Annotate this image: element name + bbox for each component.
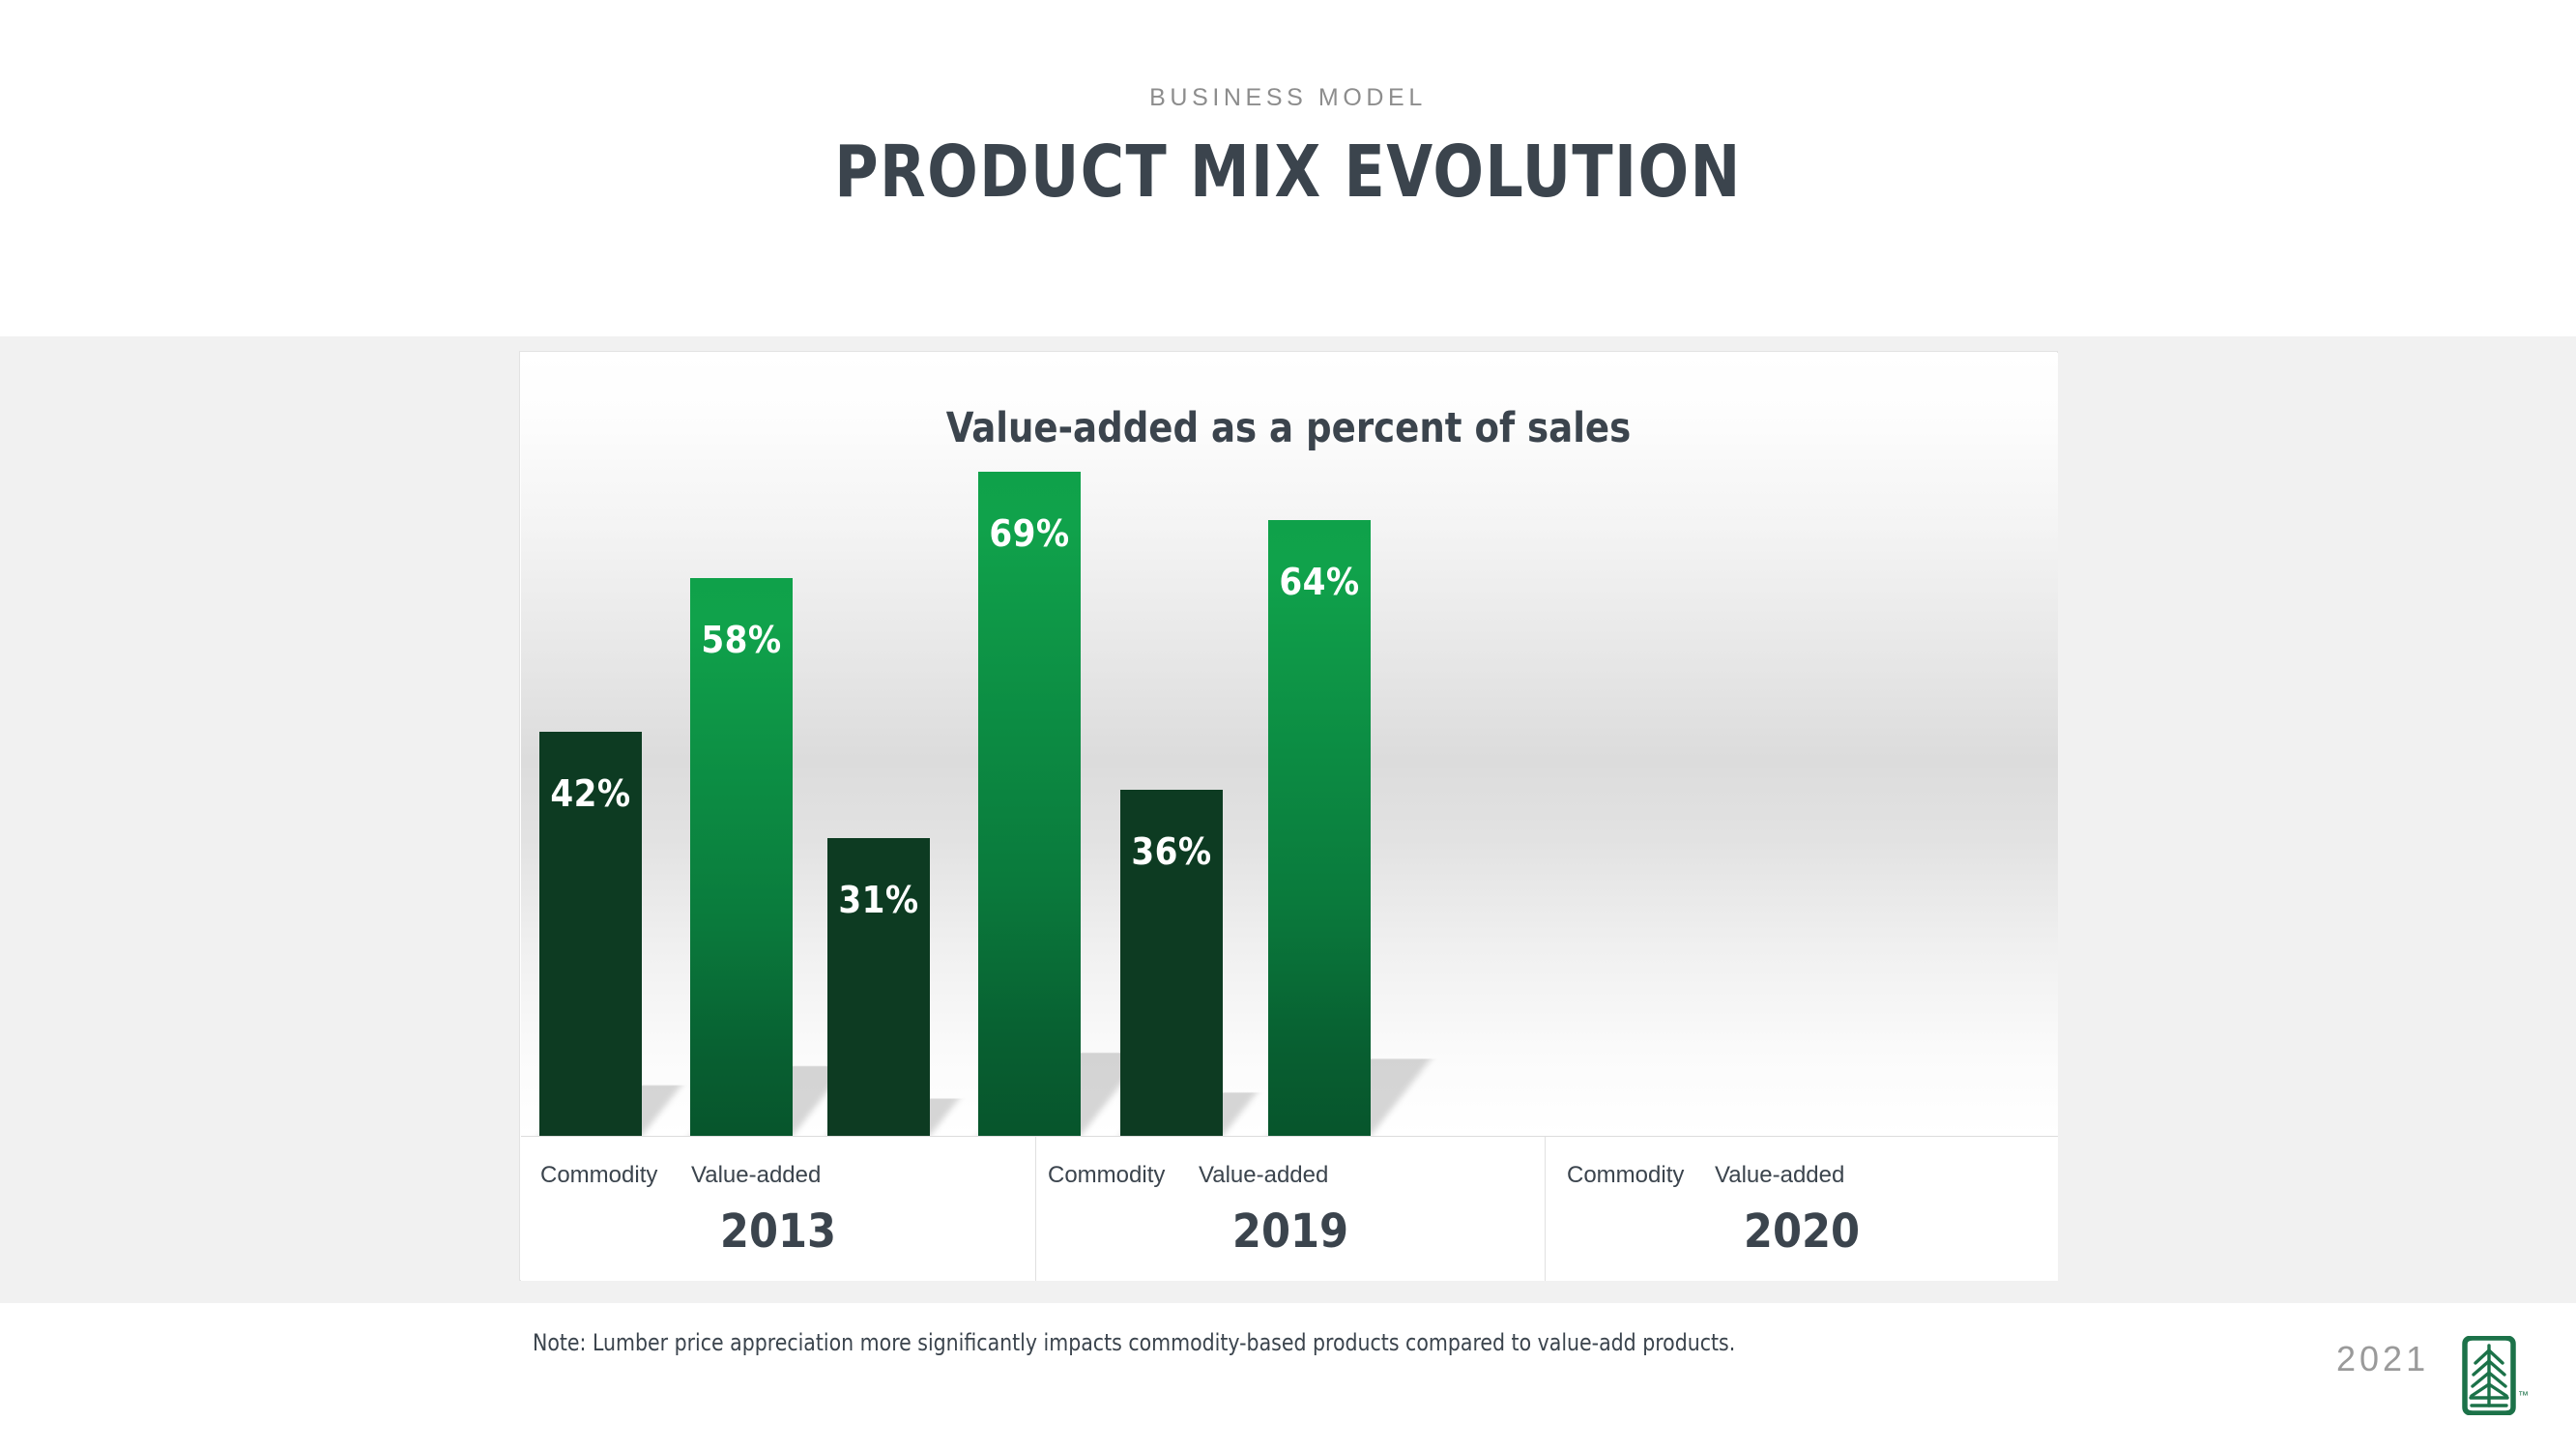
category-group-2020: Commodity Value-added 2020 bbox=[1545, 1137, 2058, 1281]
category-label-commodity: Commodity bbox=[1048, 1162, 1166, 1188]
category-group-2019: Commodity Value-added 2019 bbox=[1035, 1137, 1545, 1281]
bar-value-label: 64% bbox=[1279, 561, 1360, 603]
trademark-symbol: ™ bbox=[2518, 1390, 2529, 1402]
slide-header: BUSINESS MODEL PRODUCT MIX EVOLUTION bbox=[0, 0, 2576, 336]
category-axis-strip: Commodity Value-added 2013 Commodity Value-a… bbox=[521, 1137, 2058, 1281]
bar-2020-valueadded[interactable]: 64% bbox=[1268, 520, 1432, 1136]
bar-value-label: 69% bbox=[989, 512, 1070, 555]
bar-2019-valueadded[interactable]: 69% bbox=[978, 472, 1146, 1136]
year-label-2013: 2013 bbox=[719, 1204, 837, 1259]
bar-rect[interactable] bbox=[978, 472, 1081, 1136]
footer-year: 2021 bbox=[2336, 1339, 2430, 1378]
bar-2020-commodity[interactable]: 36% bbox=[1120, 790, 1257, 1136]
bar-value-label: 58% bbox=[701, 619, 782, 661]
year-label-2020: 2020 bbox=[1743, 1204, 1861, 1259]
bar-rect[interactable] bbox=[690, 578, 793, 1136]
weyerhaeuser-tree-logo-icon bbox=[2459, 1335, 2519, 1416]
chart-title: Value-added as a percent of sales bbox=[945, 404, 1632, 452]
bar-rect[interactable] bbox=[1120, 790, 1223, 1136]
chart-plot-area: 42% 58% 31% 69% 36% 64% bbox=[521, 353, 2058, 1136]
category-label-value-added: Value-added bbox=[1199, 1162, 1329, 1188]
category-label-commodity: Commodity bbox=[1567, 1162, 1685, 1188]
footer-note: Note: Lumber price appreciation more sig… bbox=[533, 1329, 1736, 1356]
category-label-value-added: Value-added bbox=[1715, 1162, 1845, 1188]
x-axis-line bbox=[521, 1136, 2058, 1137]
bar-value-label: 36% bbox=[1131, 830, 1212, 873]
bar-2019-commodity[interactable]: 31% bbox=[827, 838, 960, 1136]
year-label-2019: 2019 bbox=[1231, 1204, 1349, 1259]
bar-series-layer: 42% 58% 31% 69% 36% 64% bbox=[521, 353, 2058, 1136]
bar-value-label: 42% bbox=[550, 772, 631, 815]
category-label-commodity: Commodity bbox=[540, 1162, 658, 1188]
page-title: PRODUCT MIX EVOLUTION bbox=[834, 130, 1742, 214]
bar-2013-commodity[interactable]: 42% bbox=[539, 732, 681, 1136]
category-group-2013: Commodity Value-added 2013 bbox=[521, 1137, 1035, 1281]
bar-rect[interactable] bbox=[539, 732, 642, 1136]
category-label-value-added: Value-added bbox=[691, 1162, 822, 1188]
bar-rect[interactable] bbox=[827, 838, 930, 1136]
eyebrow-label: BUSINESS MODEL bbox=[1149, 84, 1427, 111]
bar-rect[interactable] bbox=[1268, 520, 1371, 1136]
chart-card: 42% 58% 31% 69% 36% 64% Value-added as a perc… bbox=[519, 351, 2058, 1281]
bar-2013-valueadded[interactable]: 58% bbox=[690, 578, 848, 1136]
bar-value-label: 31% bbox=[838, 879, 919, 921]
